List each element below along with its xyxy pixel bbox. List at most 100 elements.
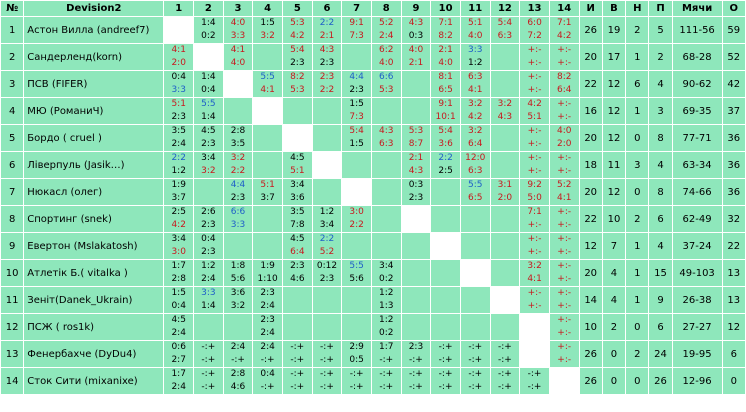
match-score: 3:2: [527, 261, 542, 271]
match-cell: -:+ -:+: [431, 341, 460, 367]
match-score: 6:6: [379, 72, 394, 82]
match-score: -:+: [438, 369, 453, 379]
match-score: 5:2: [556, 180, 572, 190]
match-cell: [253, 44, 282, 70]
team-name[interactable]: Ліверпуль (Jasik…): [24, 152, 164, 178]
match-score: 4:6: [290, 274, 305, 284]
match-score: 4:0: [556, 126, 572, 136]
match-cell: [342, 152, 371, 178]
match-score: 2:1: [408, 153, 424, 163]
match-score: 9:1: [349, 18, 364, 28]
match-score: 5:1: [171, 99, 186, 109]
team-name[interactable]: Астон Вилла (andreef7): [24, 17, 164, 43]
match-cell: 2:2 5:2: [312, 233, 342, 259]
match-cell: 7:1 8:2: [431, 17, 460, 43]
goals-cell: 69-35: [672, 98, 722, 124]
team-name[interactable]: Бордо ( cruel ): [24, 125, 164, 151]
match-cell: [401, 98, 431, 124]
match-cell: 5:1 2:3: [164, 98, 194, 124]
draws-cell: 2: [626, 206, 649, 232]
match-score: +:-: [557, 166, 572, 176]
match-cell: 0:3 2:3: [401, 179, 431, 205]
match-score: 9:1: [438, 99, 453, 109]
match-cell: 2:1 4:3: [401, 152, 431, 178]
match-score: +:-: [557, 342, 572, 352]
team-name[interactable]: Атлетік Б.( vitalka ): [24, 260, 164, 286]
match-score: 3:4: [319, 220, 335, 230]
team-name[interactable]: ПСВ (FIFER): [24, 71, 164, 97]
table-row: 3 ПСВ (FIFER) 0:4 3:3 1:4 0:4 5:5 4:1 8:2 5:3 2:3 2…: [1, 71, 745, 97]
match-score: 3:1: [497, 180, 513, 190]
losses-cell: 4: [649, 152, 672, 178]
match-cell: [253, 233, 282, 259]
match-cell: 5:4 2:3: [282, 44, 312, 70]
match-score: -:+: [231, 355, 245, 365]
match-score: 2:3: [408, 193, 424, 203]
match-score: -:+: [260, 382, 275, 392]
match-cell: [194, 179, 223, 205]
match-score: +:-: [557, 301, 572, 311]
team-name[interactable]: МЮ (РоманиЧ): [24, 98, 164, 124]
match-cell: 3:5 2:4: [164, 125, 194, 151]
match-score: 5:3: [290, 85, 305, 95]
match-score: 4:5: [171, 315, 186, 325]
match-cell: -:+ -:+: [490, 368, 520, 394]
match-cell: 0:12 2:3: [312, 260, 342, 286]
points-cell: 12: [722, 314, 745, 340]
team-name[interactable]: Евертон (Mslakatosh): [24, 233, 164, 259]
match-cell: 5:2 2:4: [371, 17, 401, 43]
team-name[interactable]: Зеніт(Danek_Ukrain): [24, 287, 164, 313]
rank-cell: 8: [1, 206, 24, 232]
match-score: -:+: [497, 369, 512, 379]
match-cell: [490, 44, 520, 70]
standings-table: № Devision2 1 2 3 4 5 6 7 8 9 10 11 12 13 14 И В Н П Мячи О 1…: [0, 0, 746, 395]
match-cell: [371, 179, 401, 205]
match-cell: 1:2 1:3: [371, 287, 401, 313]
match-score: -:+: [201, 342, 216, 352]
match-cell: 0:4 -:+: [253, 368, 282, 394]
match-score: 5:4: [290, 45, 305, 55]
match-score: -:+: [290, 342, 305, 352]
match-cell: 7:1 4:2: [549, 17, 579, 43]
match-cell: 2:8 3:5: [223, 125, 253, 151]
match-cell: -:+ -:+: [401, 368, 431, 394]
match-score: 2:9: [349, 342, 364, 352]
match-cell: 4:3 6:3: [371, 125, 401, 151]
match-score: 4:4: [230, 180, 246, 190]
match-cell: +:- +:-: [549, 287, 579, 313]
match-score: 3:4: [201, 153, 216, 163]
diagonal-cell: [401, 206, 431, 232]
match-cell: +:- +:-: [549, 341, 579, 367]
match-score: 7:8: [290, 220, 305, 230]
match-score: 2:2: [438, 153, 453, 163]
match-score: 2:3: [290, 261, 305, 271]
table-row: 11 Зеніт(Danek_Ukrain) 1:5 0:4 3:3 1:4 3:6 3:2 2…: [1, 287, 745, 313]
match-cell: [371, 233, 401, 259]
match-score: 2:4: [201, 274, 216, 284]
match-score: 2:3: [349, 85, 364, 95]
team-name[interactable]: Спортинг (snek): [24, 206, 164, 232]
team-name[interactable]: Сандерленд(korn): [24, 44, 164, 70]
match-score: 3:3: [468, 45, 483, 55]
match-cell: 6:3 4:1: [460, 71, 490, 97]
games-cell: 18: [579, 152, 602, 178]
match-score: 2:3: [319, 274, 335, 284]
match-cell: 2:2 1:2: [164, 152, 194, 178]
games-cell: 12: [579, 233, 602, 259]
match-score: +:-: [557, 220, 572, 230]
match-score: +:-: [527, 301, 542, 311]
games-cell: 22: [579, 71, 602, 97]
match-cell: 0:6 2:7: [164, 341, 194, 367]
team-name[interactable]: Нюкасл (олег): [24, 179, 164, 205]
team-name[interactable]: ПСЖ ( ros1k): [24, 314, 164, 340]
team-name[interactable]: Фенербахче (DyDu4): [24, 341, 164, 367]
match-score: +:-: [557, 112, 572, 122]
match-score: 2:3: [171, 112, 186, 122]
match-cell: [223, 233, 253, 259]
match-cell: [312, 179, 342, 205]
header-col: 5: [282, 1, 312, 16]
match-cell: [401, 314, 431, 340]
match-score: 9:2: [527, 180, 542, 190]
team-name[interactable]: Сток Сити (mixanixe): [24, 368, 164, 394]
goals-cell: 19-95: [672, 341, 722, 367]
